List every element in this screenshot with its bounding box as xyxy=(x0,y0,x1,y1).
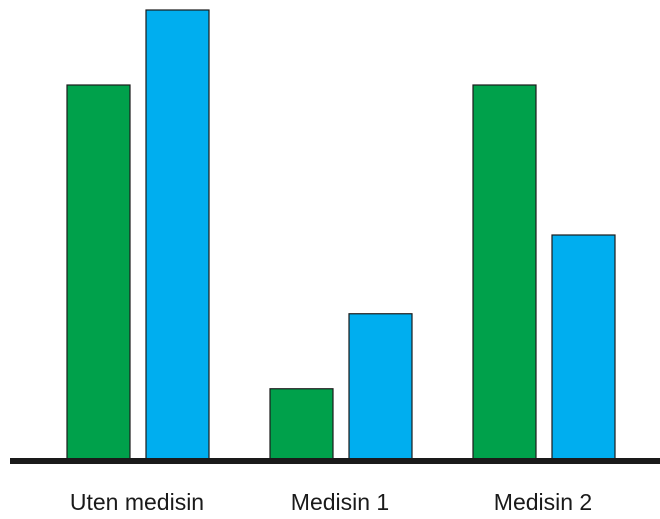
bar-medisin-1-series-1 xyxy=(269,388,334,461)
bar-medisin-1-series-2 xyxy=(348,313,413,461)
bars-layer xyxy=(66,9,616,461)
category-labels: Uten medisin Medisin 1 Medisin 2 xyxy=(70,489,592,515)
bar-medisin-2-series-2 xyxy=(551,234,616,461)
category-label-medisin-1: Medisin 1 xyxy=(291,489,389,515)
category-label-medisin-2: Medisin 2 xyxy=(494,489,592,515)
bar-medisin-2-series-1 xyxy=(472,84,537,461)
bar-uten-medisin-series-2 xyxy=(145,9,210,461)
category-label-uten-medisin: Uten medisin xyxy=(70,489,204,515)
bar-uten-medisin-series-1 xyxy=(66,84,131,461)
